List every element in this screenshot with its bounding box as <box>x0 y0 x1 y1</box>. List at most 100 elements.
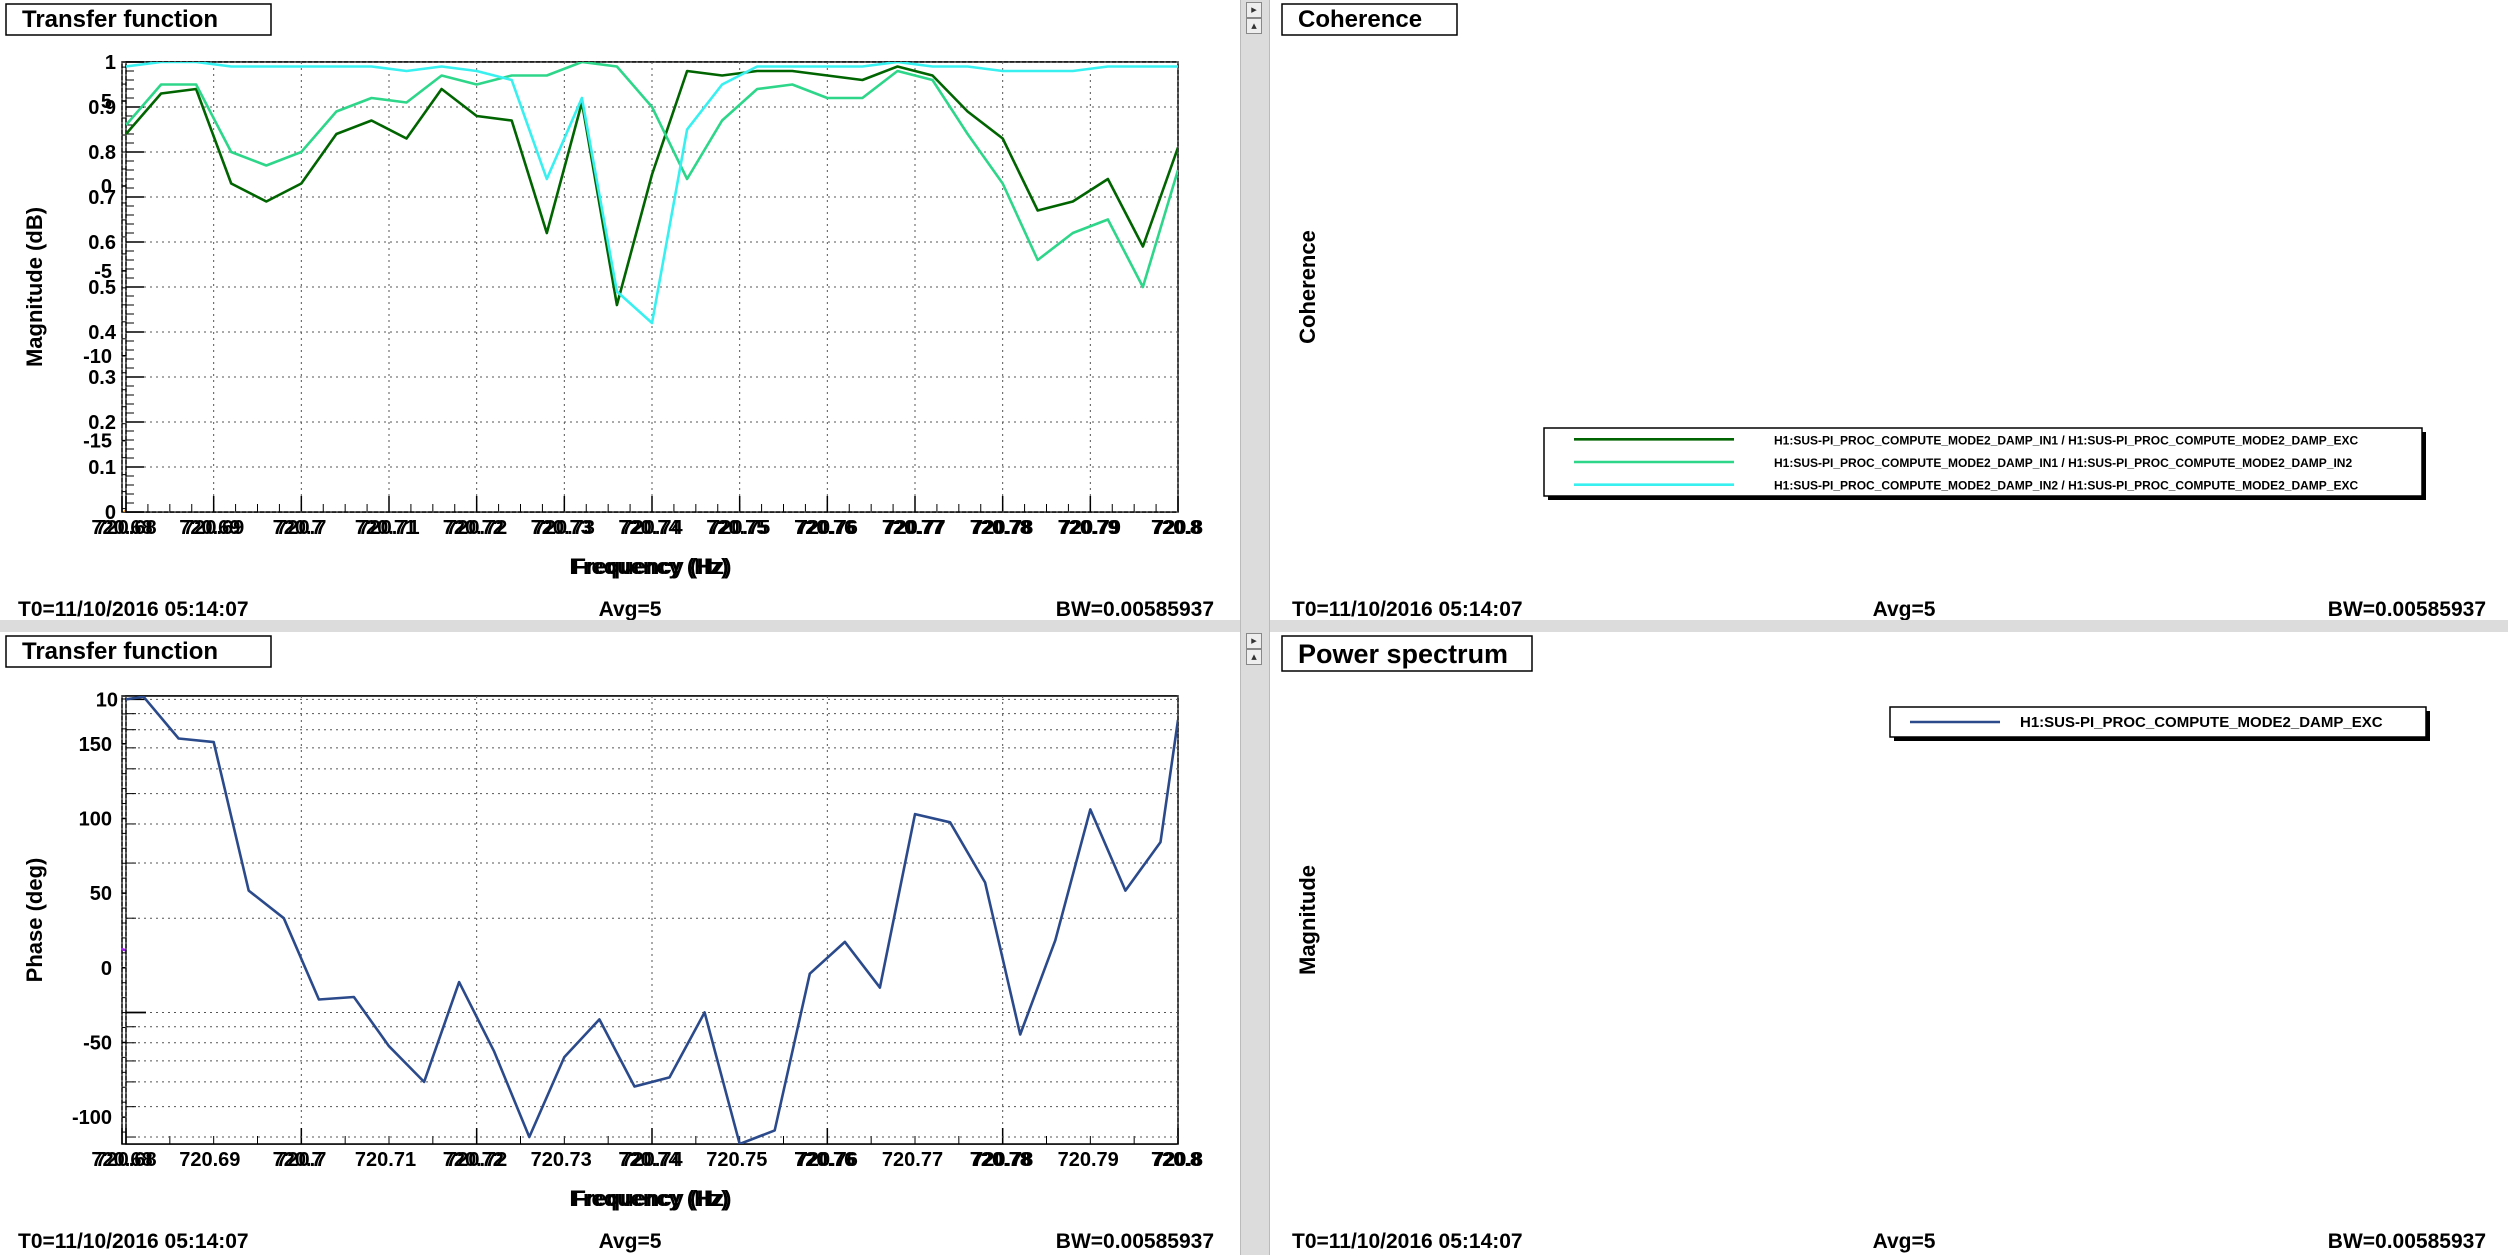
y-tick-label: 0.7 <box>88 187 116 209</box>
x-tick-label: 720.78 <box>970 1149 1031 1171</box>
y-tick-label: 0.1 <box>88 457 116 479</box>
vertical-splitter[interactable] <box>1240 0 1270 1255</box>
x-tick-label: 720.7 <box>273 517 323 539</box>
x-tick-label: 720.77 <box>882 517 943 539</box>
x-tick-label: 720.73 <box>534 517 595 539</box>
x-tick-label: 720.79 <box>1058 517 1119 539</box>
x-tick-label: 720.73 <box>531 1149 592 1171</box>
x-tick-label: 720.79 <box>1060 517 1121 539</box>
y-axis-label: Magnitude (dB) <box>22 207 47 367</box>
y-tick-label: 150 <box>79 734 112 756</box>
y-tick-label: -15 <box>83 431 112 453</box>
y-tick-label: 0 <box>101 958 112 980</box>
x-tick-label: 720.77 <box>884 517 945 539</box>
x-tick-label: 720.78 <box>972 517 1033 539</box>
arrow-up-icon[interactable]: ▴ <box>1246 18 1262 34</box>
x-axis-label: Frequency (Hz) <box>570 554 729 579</box>
x-tick-label: 720.76 <box>794 517 855 539</box>
x-tick-label: 720.71 <box>358 517 419 539</box>
x-tick-label: 720.78 <box>972 1149 1033 1171</box>
y-axis-label: Phase (deg) <box>22 858 47 983</box>
panel-psd: Power spectrum 720.68 720.7 720.72 720.74 720… <box>95 635 2486 1253</box>
x-tick-label: 720.68 <box>95 517 156 539</box>
panel-tab[interactable]: Transfer function <box>5 3 272 36</box>
legend: H1:SUS-PI_PROC_COMPUTE_MODE2_DAMP_IN1 / … <box>1543 427 2426 500</box>
x-tick-label: 720.72 <box>446 1149 507 1171</box>
series-line-1 <box>126 65 1178 307</box>
legend-entry: H1:SUS-PI_PROC_COMPUTE_MODE2_DAMP_EXC <box>2020 714 2383 731</box>
x-tick-label: 720.74 <box>621 1149 683 1171</box>
footer-t0: T0=11/10/2016 05:14:07 <box>1292 1230 1523 1253</box>
legend-entry: H1:SUS-PI_PROC_COMPUTE_MODE2_DAMP_IN1 / … <box>1774 456 2352 470</box>
panel-tab-label: Transfer function <box>22 6 218 33</box>
x-tick-label: 720.72 <box>446 517 507 539</box>
y-tick-label: 50 <box>90 883 112 905</box>
legend-entry: H1:SUS-PI_PROC_COMPUTE_MODE2_DAMP_IN2 / … <box>1774 479 2358 493</box>
footer-avg: Avg=5 <box>599 1230 662 1253</box>
x-tick-label: 720.69 <box>179 517 240 539</box>
x-tick-label: 720.75 <box>706 517 767 539</box>
x-tick-label: 720.68 <box>95 1149 156 1171</box>
x-tick-label: 720.75 <box>709 517 770 539</box>
x-axis-label: Frequency (Hz) <box>573 554 732 579</box>
x-tick-label: 720.76 <box>794 1149 855 1171</box>
x-tick-label: 720.72 <box>443 517 504 539</box>
y-tick-label: 0.8 <box>88 142 116 164</box>
footer-bw: BW=0.00585937 <box>1056 1230 1214 1253</box>
x-tick-label: 720.71 <box>355 1149 416 1171</box>
y-tick-label: 100 <box>79 808 112 830</box>
footer-avg: Avg=5 <box>599 598 662 621</box>
x-tick-label: 720.76 <box>797 517 858 539</box>
y-tick-label: -100 <box>72 1107 112 1129</box>
arrow-right-icon[interactable]: ▸ <box>1246 633 1262 649</box>
series-line-2 <box>126 62 1178 289</box>
horizontal-splitter-left[interactable] <box>0 620 1240 632</box>
x-tick-label: 720.75 <box>706 1149 767 1171</box>
y-tick-label: 0.9 <box>88 97 116 119</box>
panel-tab-label: Transfer function <box>22 638 218 665</box>
x-tick-label: 720.77 <box>882 1149 943 1171</box>
series-line-1 <box>126 696 1178 1144</box>
footer-t0: T0=11/10/2016 05:14:07 <box>1292 598 1523 621</box>
y-tick-label: 0.6 <box>88 232 116 254</box>
x-tick-label: 720.76 <box>797 1149 858 1171</box>
panel-tab[interactable]: Coherence <box>1281 3 1458 36</box>
x-tick-label: 720.73 <box>531 517 592 539</box>
x-tick-label: 720.72 <box>443 1149 504 1171</box>
x-tick-label: 720.78 <box>970 517 1031 539</box>
x-tick-label: 720.74 <box>618 517 680 539</box>
y-tick-label: -5 <box>94 261 112 283</box>
footer-avg: Avg=5 <box>1873 598 1936 621</box>
x-tick-label: 720.8 <box>1151 517 1201 539</box>
x-tick-label: 720.7 <box>273 1149 323 1171</box>
panel-coherence: Coherence 720.68 720.69 720.7 720.71 720.72 72… <box>88 3 2486 621</box>
x-tick-label: 720.79 <box>1058 1149 1119 1171</box>
y-axis-label: Coherence <box>1295 230 1320 344</box>
arrow-up-icon[interactable]: ▴ <box>1246 649 1262 665</box>
x-tick-label: 720.68 <box>91 517 152 539</box>
x-tick-label: 720.69 <box>179 1149 240 1171</box>
x-tick-label: 720.8 <box>1151 1149 1201 1171</box>
y-axis-label: Magnitude <box>1295 865 1320 975</box>
x-tick-label: 720.74 <box>621 517 683 539</box>
arrow-right-icon[interactable]: ▸ <box>1246 2 1262 18</box>
footer-t0: T0=11/10/2016 05:14:07 <box>18 1230 249 1253</box>
horizontal-splitter-right[interactable] <box>1268 620 2508 632</box>
x-tick-label: 720.68 <box>91 1149 152 1171</box>
panel-tab[interactable]: Power spectrum <box>1281 635 1533 672</box>
x-axis-label: Frequency (Hz) <box>570 1186 729 1211</box>
y-tick-label: -10 <box>83 346 112 368</box>
footer-bw: BW=0.00585937 <box>2328 1230 2486 1253</box>
y-tick-label: 0 <box>105 502 116 524</box>
x-tick-label: 720.74 <box>618 1149 680 1171</box>
x-tick-label: 720.71 <box>355 517 416 539</box>
panel-tab[interactable]: Transfer function <box>5 635 272 668</box>
y-tick-label: 10 <box>96 689 118 711</box>
y-tick-label: 0.4 <box>88 322 117 344</box>
y-tick-label: 1 <box>105 52 116 74</box>
y-tick-label: 0.3 <box>88 367 116 389</box>
x-tick-label: 720.8 <box>1153 1149 1203 1171</box>
x-tick-label: 720.7 <box>276 517 326 539</box>
legend: H1:SUS-PI_PROC_COMPUTE_MODE2_DAMP_EXC <box>1889 706 2430 741</box>
